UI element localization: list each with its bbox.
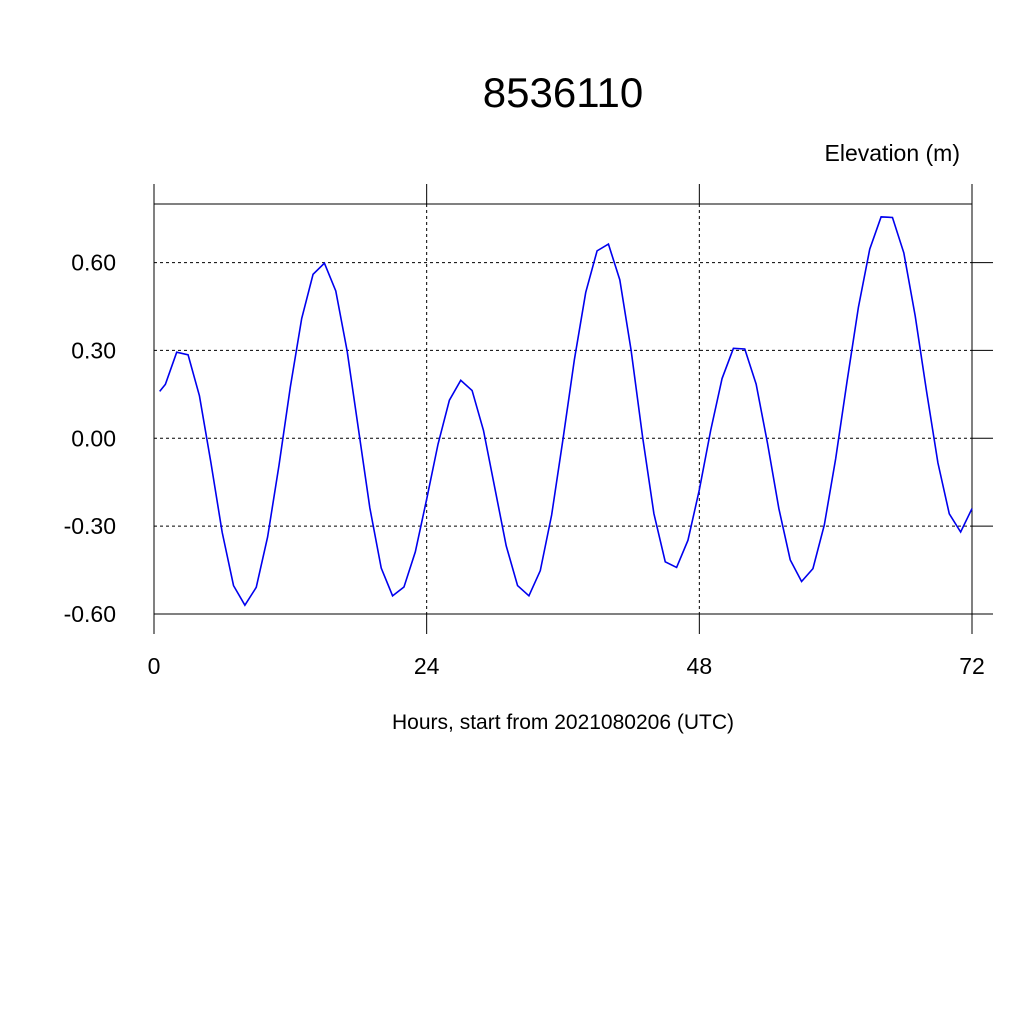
x-tick-label: 48 bbox=[687, 653, 713, 679]
y-tick-label: 0.30 bbox=[71, 337, 116, 363]
y-tick-label: -0.60 bbox=[64, 601, 116, 627]
y-tick-label: -0.30 bbox=[64, 513, 116, 539]
y-axis-label: Elevation (m) bbox=[825, 140, 960, 166]
y-tick-label: 0.00 bbox=[71, 425, 116, 451]
data-line bbox=[159, 216, 973, 607]
x-tick-label: 0 bbox=[148, 653, 161, 679]
x-tick-label: 72 bbox=[959, 653, 985, 679]
x-axis-label: Hours, start from 2021080206 (UTC) bbox=[392, 711, 734, 734]
chart-title: 8536110 bbox=[483, 69, 643, 116]
x-tick-label: 24 bbox=[414, 653, 440, 679]
y-tick-label: 0.60 bbox=[71, 250, 116, 276]
